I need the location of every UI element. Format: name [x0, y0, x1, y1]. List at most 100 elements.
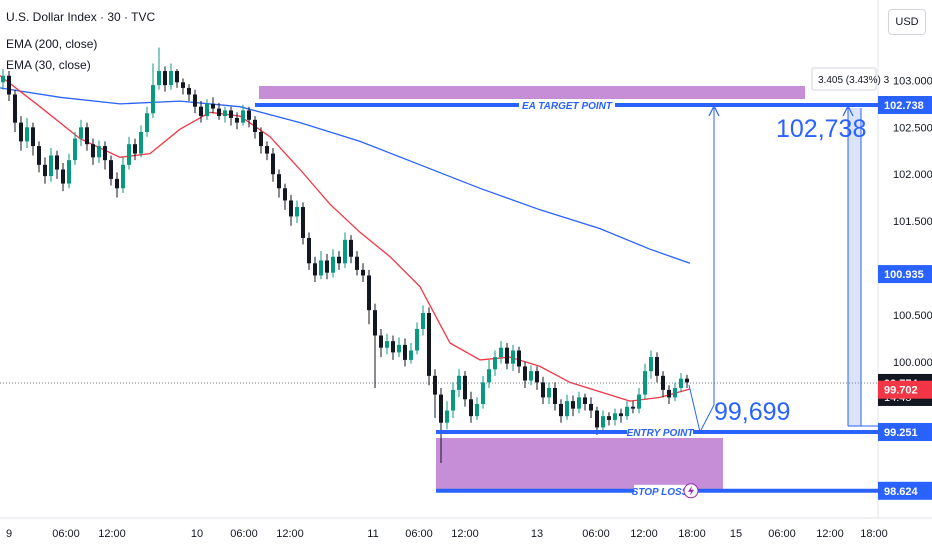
candle-body	[433, 375, 437, 395]
candle-body	[631, 406, 635, 409]
candle-body	[265, 146, 269, 154]
candle-body	[43, 164, 47, 177]
candle-body	[589, 403, 593, 411]
price-box-label: 99.251	[884, 427, 918, 439]
x-tick-label: 18:00	[860, 528, 888, 540]
candle-body	[61, 169, 65, 184]
candle-body	[565, 401, 569, 417]
candle-body	[217, 108, 221, 117]
entry-label: ENTRY POINT	[627, 428, 695, 439]
candle-body	[403, 344, 407, 360]
price-box	[878, 380, 932, 399]
ema-200-legend[interactable]: EMA (200, close)	[6, 37, 98, 51]
x-tick-label: 06:00	[405, 528, 433, 540]
candle-body	[229, 110, 233, 118]
stop-label-bg	[634, 484, 686, 497]
x-tick-label: 18:00	[678, 528, 706, 540]
candle-body	[529, 371, 533, 381]
x-tick-label: 12:00	[98, 528, 126, 540]
candle-body	[127, 144, 131, 165]
candle-body	[535, 371, 539, 383]
candle-body	[241, 110, 245, 123]
candle-body	[481, 382, 485, 404]
entry-big-text: 99,699	[714, 398, 790, 426]
x-tick-label: 12:00	[816, 528, 844, 540]
candle-body	[259, 132, 263, 147]
candle-body	[115, 178, 119, 189]
candle-body	[619, 413, 623, 417]
candle-body	[577, 397, 581, 409]
candle-body	[49, 155, 53, 177]
measure-tooltip-bg	[811, 67, 877, 91]
candle-body	[637, 394, 641, 409]
target-label: EA TARGET POINT	[522, 101, 613, 112]
candle-body	[607, 416, 611, 420]
candle-body	[277, 174, 281, 189]
candle-body	[499, 347, 503, 358]
measure-band	[848, 108, 861, 426]
candle-body	[307, 237, 311, 264]
lightning-glyph	[688, 485, 694, 496]
candle-body	[421, 312, 425, 329]
currency-selector[interactable]: USD	[888, 9, 926, 35]
candle-body	[397, 344, 401, 353]
x-tick-label: 10	[191, 528, 203, 540]
candle-body	[253, 119, 257, 133]
price-box-label: 99.702	[884, 385, 918, 397]
x-tick-label: 06:00	[768, 528, 796, 540]
candle-body	[415, 328, 419, 351]
candle-body	[223, 110, 227, 117]
candle-body	[661, 375, 665, 390]
candle-body	[343, 239, 347, 264]
x-tick-label: 06:00	[52, 528, 80, 540]
candle-body	[385, 341, 389, 348]
candle-body	[7, 75, 11, 95]
x-tick-label: 11	[367, 528, 378, 540]
candle-body	[121, 164, 125, 189]
price-box	[878, 265, 932, 284]
candle-body	[457, 375, 461, 390]
y-tick-label: 102.500	[893, 122, 932, 134]
candle-body	[103, 146, 107, 161]
candle-body	[361, 269, 365, 276]
candle-body	[595, 410, 599, 428]
candle-body	[331, 256, 335, 273]
candle-body	[211, 103, 215, 109]
candle-body	[325, 260, 329, 273]
price-box-label: 102.738	[884, 100, 924, 112]
ema-30-legend[interactable]: EMA (30, close)	[6, 58, 91, 72]
candle-body	[283, 188, 287, 201]
candle-body	[271, 153, 275, 175]
x-tick-label: 9	[6, 528, 12, 540]
candle-body	[523, 366, 527, 381]
candle-body	[151, 85, 155, 114]
candle-body	[463, 375, 467, 400]
candle-body	[355, 256, 359, 270]
candle-body	[19, 122, 23, 142]
measure-tooltip-text: 3.405 (3.43%) 3	[818, 75, 890, 86]
candle-body	[451, 389, 455, 411]
candle-body	[247, 110, 251, 120]
candle-body	[31, 127, 35, 147]
candle-body	[517, 350, 521, 367]
candle-body	[91, 144, 95, 158]
candle-body	[337, 256, 341, 264]
candle-body	[235, 117, 239, 123]
candle-body	[349, 239, 353, 257]
candle-body	[55, 155, 59, 170]
candle-body	[673, 388, 677, 398]
candle-body	[25, 127, 29, 142]
candle-body	[439, 394, 443, 423]
candle-body	[163, 71, 167, 86]
candle-body	[301, 207, 305, 238]
price-box	[878, 481, 932, 500]
candle-body	[187, 87, 191, 95]
target-big-text: 102,738	[776, 115, 866, 143]
candle-body	[583, 397, 587, 404]
candle-body	[169, 71, 173, 86]
candle-body	[175, 71, 179, 83]
candle-body	[145, 113, 149, 133]
candle-body	[541, 382, 545, 398]
candle-body	[85, 127, 89, 145]
